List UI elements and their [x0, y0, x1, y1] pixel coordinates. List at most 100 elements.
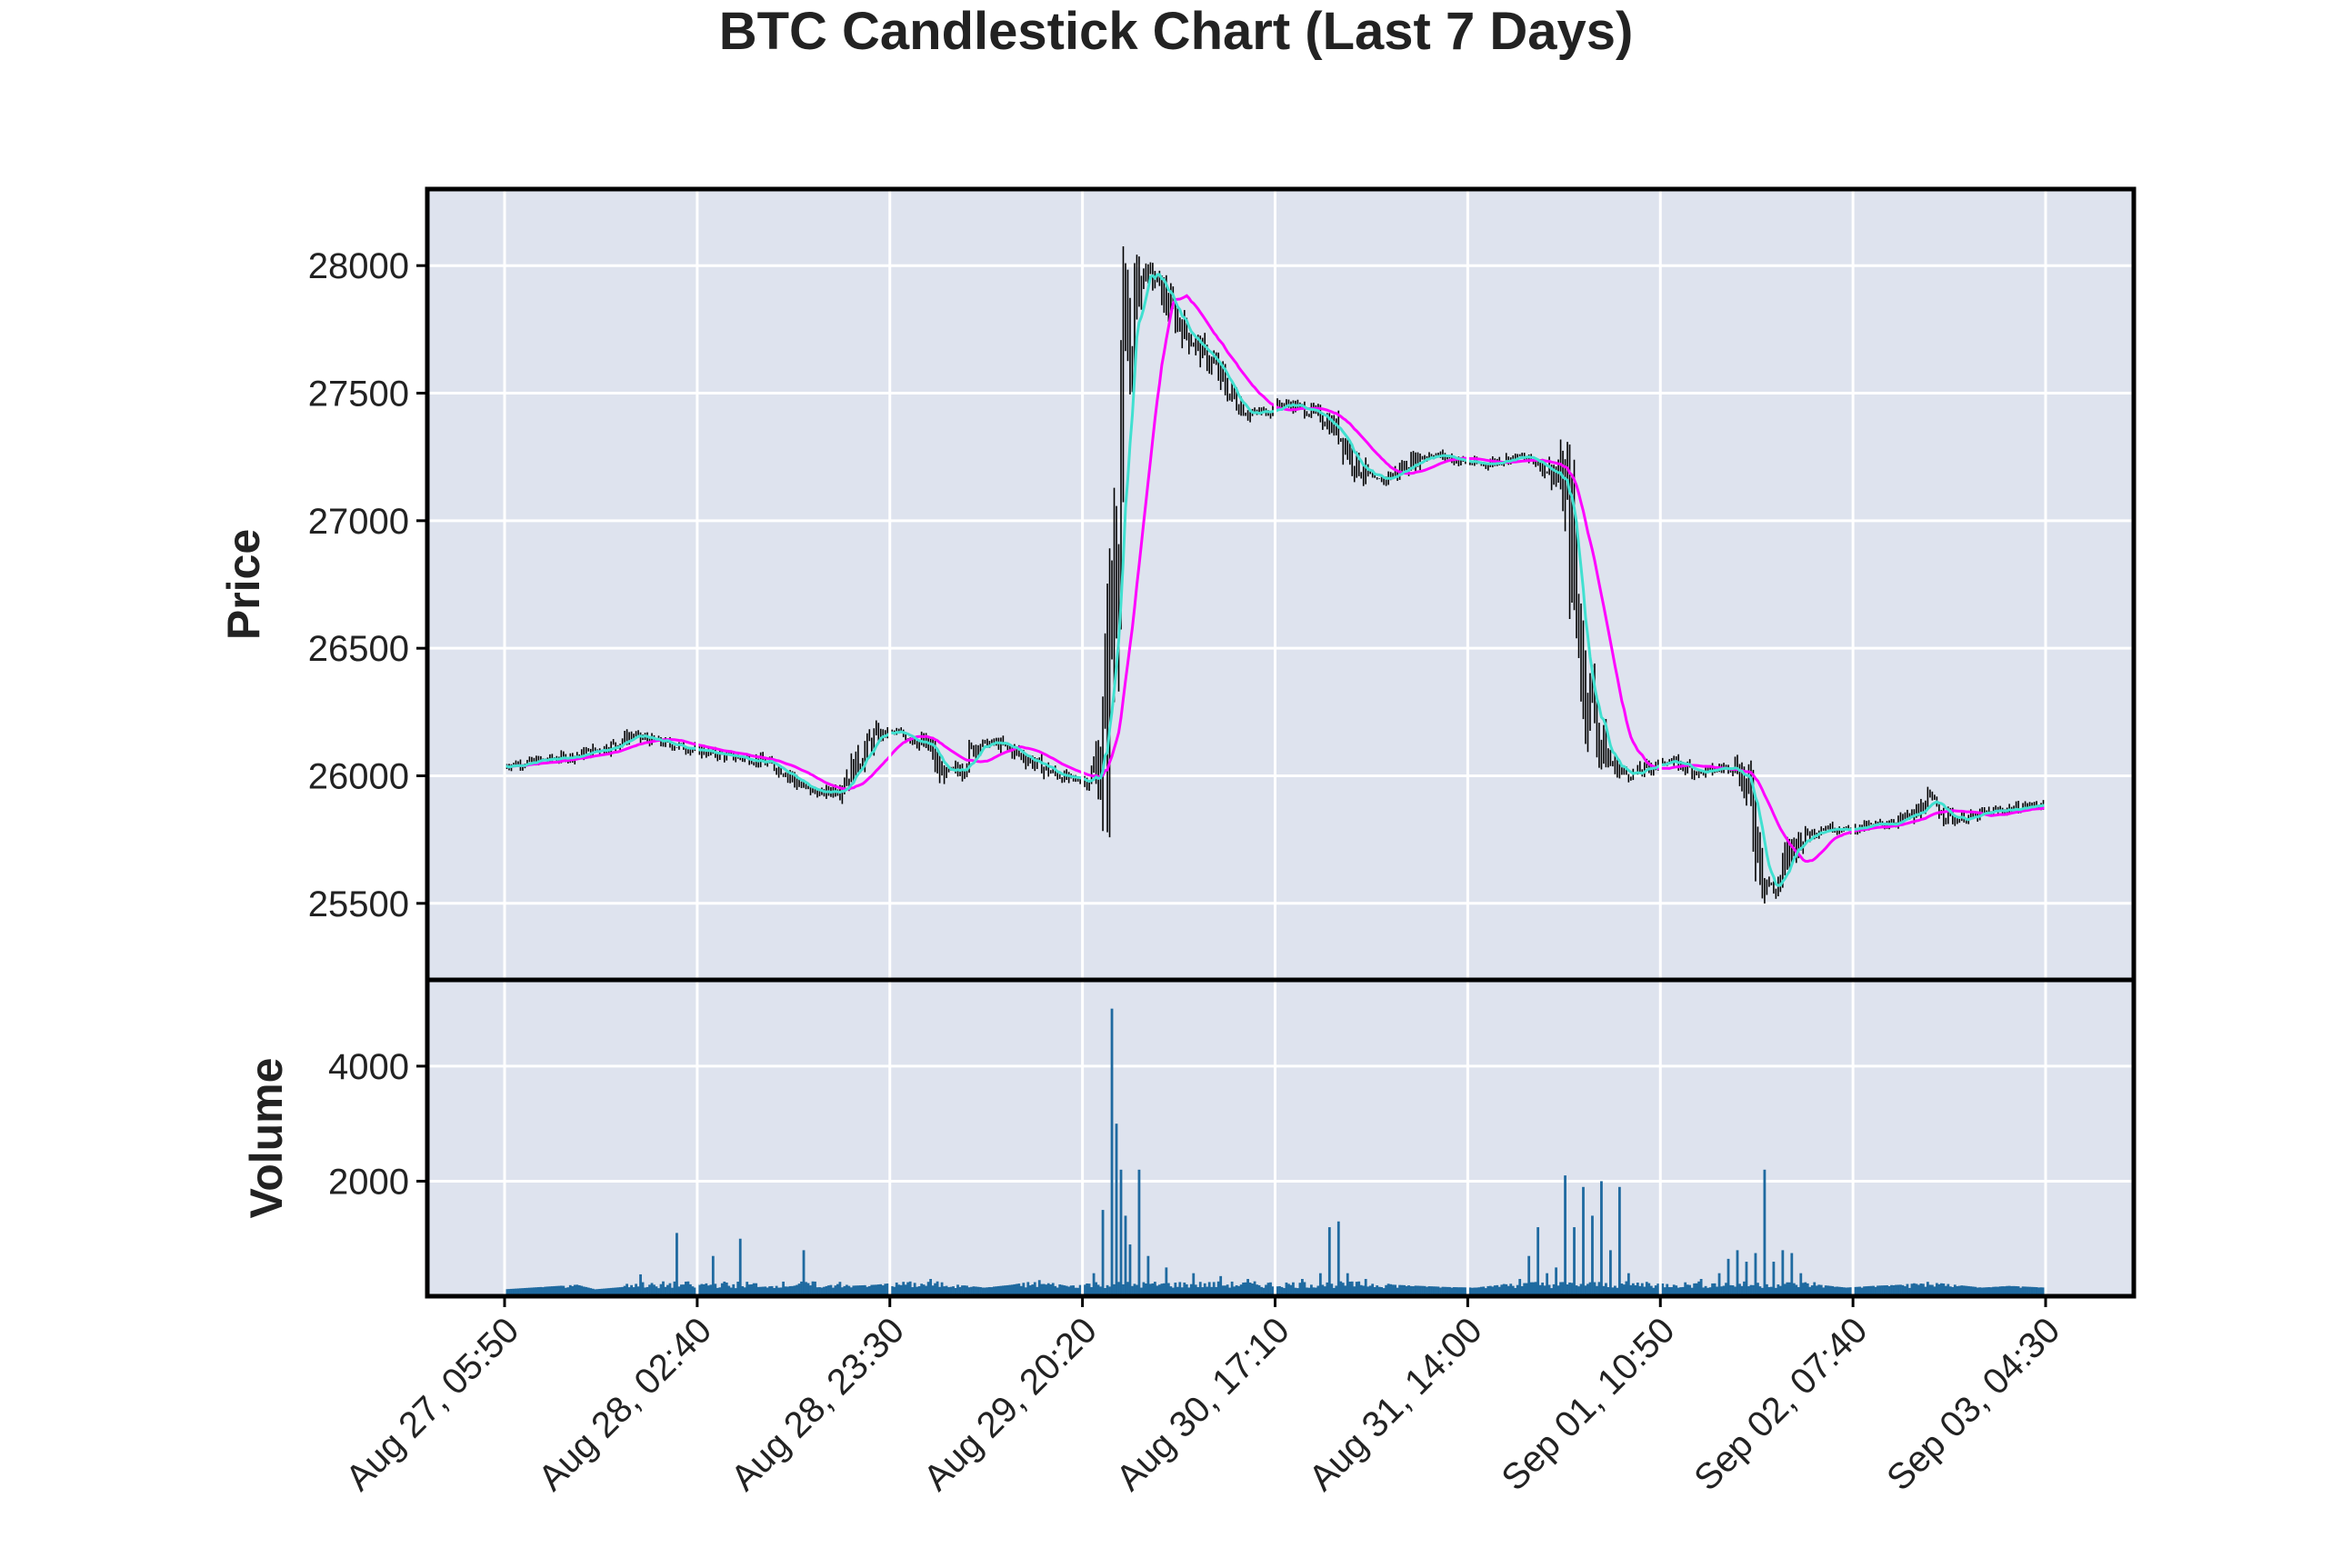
volume-bar [650, 1283, 654, 1296]
volume-bar [525, 1287, 529, 1296]
volume-bar [796, 1284, 798, 1296]
volume-bar [709, 1284, 713, 1296]
volume-bar [1622, 1284, 1626, 1296]
volume-bar [827, 1285, 830, 1296]
volume-bar [682, 1284, 686, 1296]
volume-bar [1266, 1283, 1270, 1296]
volume-bar [949, 1286, 953, 1296]
volume-bar [838, 1282, 842, 1296]
volume-bar [635, 1283, 637, 1296]
volume-bar [1405, 1285, 1408, 1296]
volume-gridlines [427, 1064, 2134, 1183]
volume-bar [1045, 1284, 1048, 1296]
volume-bar [1588, 1282, 1592, 1296]
volume-bar [863, 1284, 866, 1296]
volume-bar [1886, 1284, 1888, 1296]
volume-bar [1037, 1280, 1041, 1296]
volume-bar [1477, 1287, 1481, 1296]
volume-bar [1174, 1283, 1177, 1296]
volume-bar [1828, 1285, 1832, 1296]
volume-axis-title: Volume [241, 1058, 292, 1219]
volume-bar [1072, 1285, 1076, 1296]
volume-bar [1591, 1215, 1594, 1296]
volume-bar [931, 1285, 935, 1296]
volume-bar [1656, 1283, 1660, 1296]
volume-bar [1418, 1285, 1422, 1296]
volume-bar [1819, 1284, 1823, 1296]
volume-bar [893, 1286, 896, 1296]
volume-bar [1230, 1281, 1234, 1296]
volume-bar [1722, 1285, 1726, 1296]
volume-bar [1767, 1286, 1771, 1296]
volume-bar [1930, 1284, 1934, 1296]
volume-bar [1312, 1287, 1316, 1296]
volume-bar [507, 1289, 511, 1296]
volume-bar [1525, 1283, 1528, 1296]
volume-bar [545, 1286, 549, 1296]
volume-y-ticks: 2000 4000 [328, 1047, 427, 1202]
volume-bar [1516, 1284, 1519, 1296]
volume-panel-frame [425, 977, 2137, 1299]
volume-bar [1556, 1285, 1560, 1296]
volume-bar [1817, 1284, 1821, 1296]
volume-bar [875, 1284, 878, 1296]
volume-bar [1162, 1283, 1166, 1296]
volume-bar [1865, 1286, 1868, 1296]
volume-bar [505, 1289, 508, 1296]
volume-bar [805, 1282, 807, 1296]
volume-bar [1906, 1283, 1909, 1296]
volume-bar [861, 1284, 865, 1296]
volume-bar [1269, 1282, 1272, 1296]
volume-bar [1115, 1124, 1118, 1296]
volume-bar [1913, 1283, 1916, 1296]
volume-bar [1110, 1008, 1114, 1296]
volume-bar [1997, 1286, 2000, 1296]
volume-bar [1629, 1284, 1633, 1296]
volume-bar [1113, 1283, 1116, 1296]
volume-bar [1285, 1282, 1288, 1296]
volume-bar [1980, 1287, 1984, 1296]
volume-bar [1647, 1283, 1651, 1296]
volume-bar [1305, 1287, 1308, 1296]
volume-bar [1296, 1288, 1299, 1296]
volume-bar [1944, 1285, 1947, 1296]
volume-bar [1523, 1283, 1526, 1296]
volume-bar [1400, 1284, 1404, 1296]
volume-bar [1667, 1286, 1671, 1296]
volume-bar [1842, 1287, 1846, 1296]
volume-bar [1695, 1283, 1698, 1296]
volume-bar [976, 1286, 980, 1296]
volume-bar [530, 1287, 534, 1296]
volume-bar [1956, 1285, 1959, 1296]
volume-bar [1126, 1282, 1129, 1296]
volume-bar [1684, 1282, 1687, 1296]
volume-bar [995, 1286, 998, 1296]
volume-bar [908, 1281, 912, 1296]
volume-bar [510, 1288, 513, 1296]
volume-bar [648, 1284, 651, 1296]
volume-bar [1772, 1262, 1776, 1296]
volume-bar [2003, 1286, 2007, 1296]
volume-bar [916, 1286, 919, 1296]
volume-bar [1901, 1284, 1905, 1296]
volume-bar [1561, 1282, 1565, 1296]
volume-bar [659, 1283, 663, 1296]
volume-bar [881, 1285, 885, 1296]
volume-bar [1661, 1283, 1665, 1296]
volume-bar [1681, 1286, 1685, 1296]
volume-bar [1953, 1284, 1957, 1296]
volume-bar [766, 1287, 769, 1296]
volume-bar [1874, 1286, 1877, 1296]
volume-bar [1766, 1283, 1768, 1296]
volume-bar [1008, 1284, 1012, 1296]
volume-bar [1497, 1286, 1501, 1296]
volume-bar [1897, 1284, 1900, 1296]
volume-bar [2037, 1287, 2040, 1296]
volume-bar [829, 1284, 833, 1296]
volume-bar [2001, 1286, 2005, 1296]
volume-bar [1616, 1287, 1619, 1296]
volume-bar [867, 1285, 871, 1296]
volume-bar [1117, 1282, 1120, 1296]
volume-bar [1799, 1273, 1803, 1296]
volume-bar [836, 1283, 839, 1296]
